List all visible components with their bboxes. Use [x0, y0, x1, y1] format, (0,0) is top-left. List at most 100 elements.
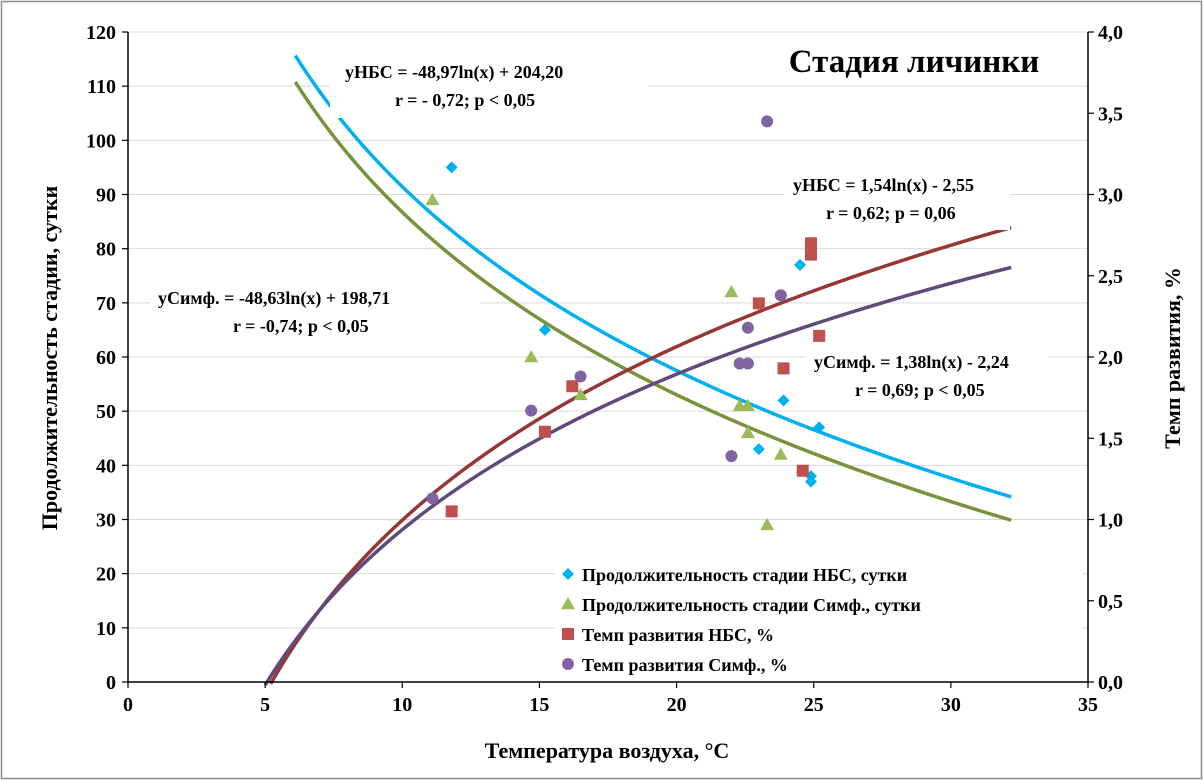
y-left-tick-label: 80	[96, 239, 116, 261]
legend-marker-diamond	[562, 568, 574, 580]
y-left-tick-label: 100	[86, 130, 116, 152]
legend-marker-square	[562, 628, 574, 640]
svg-text:r = - 0,72; p < 0,05: r = - 0,72; p < 0,05	[395, 90, 535, 110]
y-right-tick-label: 0,0	[1098, 672, 1123, 694]
data-point-square	[813, 329, 826, 342]
y-left-tick-label: 10	[96, 618, 116, 640]
x-axis-label: Температура воздуха, °С	[485, 738, 730, 763]
data-point-square	[804, 237, 817, 250]
data-point-triangle	[773, 447, 788, 460]
trendline-layer	[263, 54, 1012, 687]
data-point-triangle	[760, 517, 775, 531]
svg-text:Продолжительность стадии НБС,: Продолжительность стадии НБС, сутки	[582, 565, 907, 585]
y-right-tick-label: 2,0	[1098, 347, 1123, 369]
data-point-square	[566, 380, 579, 393]
data-point-diamond	[538, 323, 551, 336]
data-point-circle	[525, 404, 538, 417]
trendline	[263, 265, 1012, 687]
x-tick-label: 5	[260, 694, 270, 716]
y-right-tick-label: 1,5	[1098, 428, 1123, 450]
annotation-nbs-rate: yНБС = 1,54ln(x) - 2,55 r = 0,62; p = 0,…	[784, 168, 1010, 230]
y-left-tick-label: 60	[96, 347, 116, 369]
svg-text:r = 0,62; p = 0,06: r = 0,62; p = 0,06	[826, 203, 956, 223]
data-point-circle	[741, 357, 754, 370]
data-point-circle	[733, 357, 746, 370]
annotation-simf-rate: yСимф. = 1,38ln(x) - 2,24 r = 0,69; p < …	[806, 344, 1048, 406]
legend-marker-circle	[562, 658, 574, 670]
svg-text:yНБС = -48,97ln(x) + 204,20: yНБС = -48,97ln(x) + 204,20	[345, 62, 563, 83]
y-right-tick-label: 2,5	[1098, 266, 1123, 288]
data-point-triangle	[425, 192, 440, 206]
y-right-axis-label: Темп развития, %	[1160, 267, 1185, 449]
data-point-circle	[741, 321, 754, 334]
svg-text:yСимф. = -48,63ln(x) + 198,71: yСимф. = -48,63ln(x) + 198,71	[158, 288, 390, 309]
x-tick-label: 0	[123, 694, 133, 716]
chart-title: Стадия личинки	[789, 44, 1040, 80]
annotation-nbs-duration: yНБС = -48,97ln(x) + 204,20 r = - 0,72; …	[330, 54, 648, 118]
data-point-triangle	[740, 398, 755, 411]
legend-item-simf-duration: Продолжительность стадии Симф., сутки	[561, 595, 921, 615]
data-point-circle	[725, 450, 738, 463]
svg-text:Темп развития НБС, %: Темп развития НБС, %	[582, 625, 774, 645]
data-point-square	[777, 362, 790, 375]
svg-text:yСимф. = 1,38ln(x) - 2,24: yСимф. = 1,38ln(x) - 2,24	[814, 352, 1009, 373]
data-point-triangle	[573, 387, 588, 401]
legend: Продолжительность стадии НБС, сутки Прод…	[555, 557, 1083, 680]
data-point-square	[796, 464, 809, 477]
data-point-diamond	[794, 258, 806, 271]
annotation-simf-duration: yСимф. = -48,63ln(x) + 198,71 r = -0,74;…	[150, 281, 480, 343]
svg-text:r = -0,74; p < 0,05: r = -0,74; p < 0,05	[233, 316, 369, 336]
data-point-square	[804, 248, 817, 261]
data-point-triangle	[740, 425, 755, 439]
legend-item-simf-rate: Темп развития Симф., %	[562, 655, 788, 675]
data-point-circle	[426, 492, 439, 505]
y-left-axis-label: Продолжительность стадии, сутки	[37, 185, 62, 530]
y-left-tick-label: 90	[96, 185, 116, 207]
data-point-diamond	[752, 443, 765, 456]
svg-text:yНБС = 1,54ln(x) - 2,55: yНБС = 1,54ln(x) - 2,55	[793, 175, 974, 196]
x-tick-label: 20	[667, 694, 687, 716]
y-left-tick-label: 30	[96, 510, 116, 532]
data-point-square	[445, 505, 458, 518]
legend-marker-triangle	[561, 597, 575, 610]
y-left-tick-label: 120	[86, 22, 116, 44]
data-point-diamond	[445, 161, 458, 174]
legend-marker-square	[562, 628, 574, 640]
trendline	[269, 225, 1012, 685]
legend-marker-triangle	[561, 597, 575, 610]
data-point-square	[538, 425, 551, 438]
x-tick-label: 15	[529, 694, 549, 716]
x-tick-label: 35	[1078, 694, 1098, 716]
y-left-tick-label: 40	[96, 455, 116, 477]
axis-layer: 01020304050607080901001101200,00,51,01,5…	[86, 22, 1123, 716]
y-left-tick-label: 70	[96, 293, 116, 315]
legend-item-nbs-rate: Темп развития НБС, %	[562, 625, 774, 645]
x-tick-label: 25	[804, 694, 824, 716]
y-left-tick-label: 50	[96, 401, 116, 423]
grid-layer	[128, 31, 1088, 629]
data-point-triangle	[524, 350, 539, 363]
legend-marker-circle	[562, 658, 574, 670]
y-right-tick-label: 1,0	[1098, 510, 1123, 532]
data-point-triangle	[724, 285, 739, 298]
data-point-circle	[774, 289, 787, 302]
y-right-tick-label: 3,5	[1098, 103, 1123, 125]
legend-marker-diamond	[562, 568, 574, 580]
y-left-tick-label: 110	[87, 76, 116, 98]
svg-text:Темп развития Симф., %: Темп развития Симф., %	[582, 655, 788, 675]
y-right-tick-label: 0,5	[1098, 591, 1123, 613]
marker-layer	[425, 115, 826, 531]
data-point-diamond	[804, 475, 817, 488]
y-left-tick-label: 0	[106, 672, 116, 694]
y-right-tick-label: 3,0	[1098, 185, 1123, 207]
data-point-diamond	[777, 394, 790, 407]
legend-item-nbs-duration: Продолжительность стадии НБС, сутки	[562, 565, 907, 585]
data-point-diamond	[813, 421, 826, 434]
svg-text:r = 0,69; p < 0,05: r = 0,69; p < 0,05	[855, 380, 985, 400]
y-left-tick-label: 20	[96, 564, 116, 586]
data-point-square	[752, 297, 765, 310]
trendline	[293, 54, 1012, 499]
